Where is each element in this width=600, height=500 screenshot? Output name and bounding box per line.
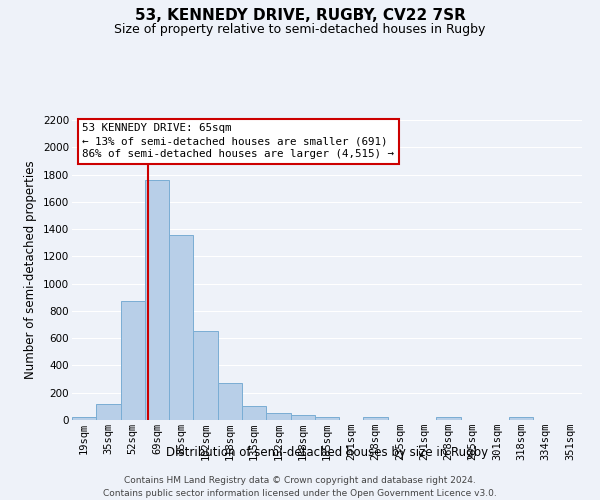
Bar bbox=[242, 406, 266, 420]
Bar bbox=[169, 234, 193, 420]
Bar bbox=[436, 418, 461, 420]
Text: Size of property relative to semi-detached houses in Rugby: Size of property relative to semi-detach… bbox=[115, 22, 485, 36]
Bar bbox=[315, 416, 339, 420]
Bar bbox=[509, 418, 533, 420]
Bar bbox=[364, 416, 388, 420]
Text: Contains HM Land Registry data © Crown copyright and database right 2024.
Contai: Contains HM Land Registry data © Crown c… bbox=[103, 476, 497, 498]
Y-axis label: Number of semi-detached properties: Number of semi-detached properties bbox=[25, 160, 37, 380]
Bar bbox=[266, 413, 290, 420]
Bar bbox=[193, 332, 218, 420]
Bar bbox=[72, 418, 96, 420]
Text: 53 KENNEDY DRIVE: 65sqm
← 13% of semi-detached houses are smaller (691)
86% of s: 53 KENNEDY DRIVE: 65sqm ← 13% of semi-de… bbox=[82, 123, 394, 160]
Bar bbox=[96, 404, 121, 420]
Bar bbox=[290, 415, 315, 420]
Bar bbox=[121, 302, 145, 420]
Text: 53, KENNEDY DRIVE, RUGBY, CV22 7SR: 53, KENNEDY DRIVE, RUGBY, CV22 7SR bbox=[134, 8, 466, 22]
Text: Distribution of semi-detached houses by size in Rugby: Distribution of semi-detached houses by … bbox=[166, 446, 488, 459]
Bar bbox=[145, 180, 169, 420]
Bar bbox=[218, 383, 242, 420]
